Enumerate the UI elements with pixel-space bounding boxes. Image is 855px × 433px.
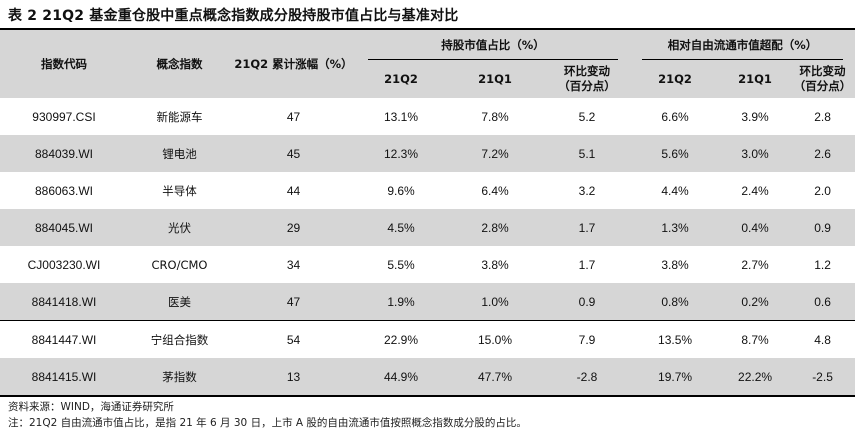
cell-r-q2: 5.6% [630,135,721,172]
cell-r-chg: 4.8 [790,320,855,358]
cell-r-q1: 3.9% [720,98,791,135]
cell-concept: 锂电池 [128,135,231,172]
header-relative-q2: 21Q2 [630,60,721,98]
cell-concept: 茅指数 [128,358,231,395]
bottom-rule [0,395,855,397]
cell-code: 8841418.WI [0,283,128,321]
header-holding-group: 持股市值占比（%） [356,30,631,60]
cell-r-q2: 1.3% [630,209,721,246]
cell-r-q2: 3.8% [630,246,721,283]
cell-code: 884045.WI [0,209,128,246]
cell-r-chg: 0.9 [790,209,855,246]
cell-rise: 47 [231,283,356,321]
cell-r-q2: 13.5% [630,320,721,358]
cell-concept: 宁组合指数 [128,320,231,358]
cell-concept: CRO/CMO [128,246,231,283]
cell-h-q2: 22.9% [356,320,446,358]
cell-h-q2: 12.3% [356,135,446,172]
cell-rise: 34 [231,246,356,283]
table-row: 884045.WI 光伏 29 4.5% 2.8% 1.7 1.3% 0.4% 0.9 [0,209,855,246]
header-relative-change: 环比变动 （百分点） [790,60,855,98]
cell-r-chg: 1.2 [790,246,855,283]
cell-code: 886063.WI [0,172,128,209]
cell-code: 884039.WI [0,135,128,172]
cell-h-chg: 0.9 [544,283,631,321]
header-holding-q1: 21Q1 [446,60,544,98]
header-rise: 21Q2 累计涨幅（%） [231,30,356,98]
cell-r-q1: 2.4% [720,172,791,209]
cell-h-q1: 3.8% [446,246,544,283]
cell-r-q1: 2.7% [720,246,791,283]
cell-rise: 13 [231,358,356,395]
header-code: 指数代码 [0,30,128,98]
header-holding-q2: 21Q2 [356,60,446,98]
cell-r-chg: 2.8 [790,98,855,135]
cell-h-chg: 5.2 [544,98,631,135]
cell-rise: 45 [231,135,356,172]
cell-h-q1: 7.8% [446,98,544,135]
comparison-table: 指数代码 概念指数 21Q2 累计涨幅（%） 持股市值占比（%） 相对自由流通市… [0,30,855,395]
cell-h-chg: 1.7 [544,209,631,246]
table-row: 930997.CSI 新能源车 47 13.1% 7.8% 5.2 6.6% 3.9% 2.8 [0,98,855,135]
cell-h-chg: -2.8 [544,358,631,395]
cell-r-chg: -2.5 [790,358,855,395]
cell-h-chg: 1.7 [544,246,631,283]
cell-code: 8841447.WI [0,320,128,358]
cell-r-q2: 4.4% [630,172,721,209]
cell-code: CJ003230.WI [0,246,128,283]
cell-r-q2: 19.7% [630,358,721,395]
cell-h-q2: 4.5% [356,209,446,246]
cell-rise: 44 [231,172,356,209]
cell-concept: 新能源车 [128,98,231,135]
cell-h-chg: 7.9 [544,320,631,358]
cell-r-chg: 2.6 [790,135,855,172]
cell-h-q2: 1.9% [356,283,446,321]
table-row: 8841415.WI 茅指数 13 44.9% 47.7% -2.8 19.7% 22.2% -… [0,358,855,395]
title-rule [0,28,855,30]
cell-rise: 29 [231,209,356,246]
table-body: 930997.CSI 新能源车 47 13.1% 7.8% 5.2 6.6% 3.9% 2.8 8… [0,98,855,395]
header-holding-change: 环比变动 （百分点） [544,60,631,98]
cell-h-q1: 47.7% [446,358,544,395]
table-row: 8841447.WI 宁组合指数 54 22.9% 15.0% 7.9 13.5% 8.7% 4… [0,320,855,358]
cell-h-q1: 15.0% [446,320,544,358]
source-note: 资料来源：WIND，海通证券研究所 [8,401,174,413]
cell-h-chg: 3.2 [544,172,631,209]
cell-r-q1: 0.4% [720,209,791,246]
cell-r-chg: 2.0 [790,172,855,209]
table-row: CJ003230.WI CRO/CMO 34 5.5% 3.8% 1.7 3.8% 2.7% 1… [0,246,855,283]
header-relative-q1: 21Q1 [720,60,791,98]
cell-h-q1: 6.4% [446,172,544,209]
cell-rise: 54 [231,320,356,358]
table-row: 884039.WI 锂电池 45 12.3% 7.2% 5.1 5.6% 3.0% 2.6 [0,135,855,172]
cell-h-q2: 44.9% [356,358,446,395]
cell-h-q1: 2.8% [446,209,544,246]
cell-h-q2: 13.1% [356,98,446,135]
cell-r-q1: 3.0% [720,135,791,172]
cell-code: 8841415.WI [0,358,128,395]
header-relative-group: 相对自由流通市值超配（%） [630,30,855,60]
cell-r-chg: 0.6 [790,283,855,321]
cell-code: 930997.CSI [0,98,128,135]
header-concept: 概念指数 [128,30,231,98]
cell-h-chg: 5.1 [544,135,631,172]
cell-h-q1: 1.0% [446,283,544,321]
cell-h-q2: 9.6% [356,172,446,209]
cell-h-q2: 5.5% [356,246,446,283]
cell-concept: 光伏 [128,209,231,246]
cell-h-q1: 7.2% [446,135,544,172]
table-row: 8841418.WI 医美 47 1.9% 1.0% 0.9 0.8% 0.2% 0.6 [0,283,855,321]
cell-concept: 半导体 [128,172,231,209]
footnote: 注：21Q2 自由流通市值占比，是指 21 年 6 月 30 日，上市 A 股的… [8,417,527,429]
cell-r-q2: 6.6% [630,98,721,135]
cell-r-q2: 0.8% [630,283,721,321]
cell-r-q1: 8.7% [720,320,791,358]
table-row: 886063.WI 半导体 44 9.6% 6.4% 3.2 4.4% 2.4% 2.0 [0,172,855,209]
cell-r-q1: 22.2% [720,358,791,395]
cell-r-q1: 0.2% [720,283,791,321]
cell-rise: 47 [231,98,356,135]
cell-concept: 医美 [128,283,231,321]
table-title: 表 2 21Q2 基金重仓股中重点概念指数成分股持股市值占比与基准对比 [8,8,459,24]
